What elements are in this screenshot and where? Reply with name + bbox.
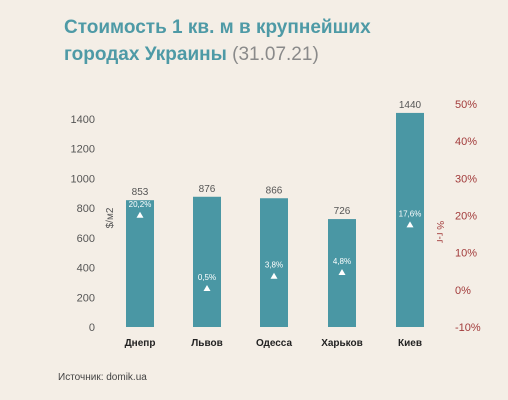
y-tick-label: 1200 — [71, 144, 95, 156]
title-line-2: городах Украины — [64, 44, 227, 65]
bar-value-label: 1440 — [399, 100, 422, 111]
y2-tick-label: 20% — [455, 211, 477, 223]
change-marker-3 — [270, 272, 278, 279]
change-label: 4,8% — [333, 257, 351, 266]
y-tick-label: 1000 — [71, 173, 95, 185]
x-tick-label: Львов — [191, 338, 222, 349]
change-label: 3,8% — [265, 261, 283, 270]
y-tick-label: 400 — [77, 263, 95, 275]
change-label: 17,6% — [399, 209, 422, 218]
change-label: 20,2% — [129, 200, 152, 209]
source-note: Источник: domik.ua — [58, 372, 147, 383]
bar-5 — [396, 112, 424, 327]
y2-axis-label: % г-г — [434, 221, 445, 244]
bar-value-label: 726 — [334, 206, 351, 217]
change-label: 0,5% — [198, 273, 216, 282]
y2-tick-label: 40% — [455, 136, 477, 148]
y2-tick-label: 30% — [455, 173, 477, 185]
x-tick-label: Харьков — [321, 338, 363, 349]
y2-tick-label: 0% — [455, 285, 471, 297]
y2-tick-label: -10% — [455, 322, 481, 334]
bar-2 — [193, 196, 221, 327]
title-line-1: Стоимость 1 кв. м в крупнейших — [64, 17, 371, 38]
y-tick-label: 600 — [77, 233, 95, 245]
bar-value-label: 866 — [266, 185, 283, 196]
bar-3 — [260, 198, 288, 327]
bar-value-label: 853 — [132, 187, 149, 198]
chart-title: Стоимость 1 кв. м в крупнейших городах У… — [64, 14, 494, 68]
y-tick-label: 800 — [77, 203, 95, 215]
change-marker-4 — [338, 268, 346, 275]
y-tick-label: 200 — [77, 292, 95, 304]
x-tick-label: Одесса — [256, 338, 293, 349]
x-tick-label: Киев — [398, 338, 422, 349]
y2-tick-label: 50% — [455, 99, 477, 111]
y2-tick-label: 10% — [455, 248, 477, 260]
change-marker-1 — [136, 211, 144, 218]
change-marker-2 — [203, 284, 211, 291]
x-tick-label: Днепр — [125, 338, 156, 349]
y-axis-label: $/м2 — [105, 207, 116, 228]
bar-value-label: 876 — [199, 184, 216, 195]
bar-1 — [126, 200, 154, 327]
change-marker-5 — [406, 221, 414, 228]
title-date: (31.07.21) — [232, 44, 319, 65]
y-tick-label: 0 — [89, 322, 95, 334]
y-tick-label: 1400 — [71, 114, 95, 126]
